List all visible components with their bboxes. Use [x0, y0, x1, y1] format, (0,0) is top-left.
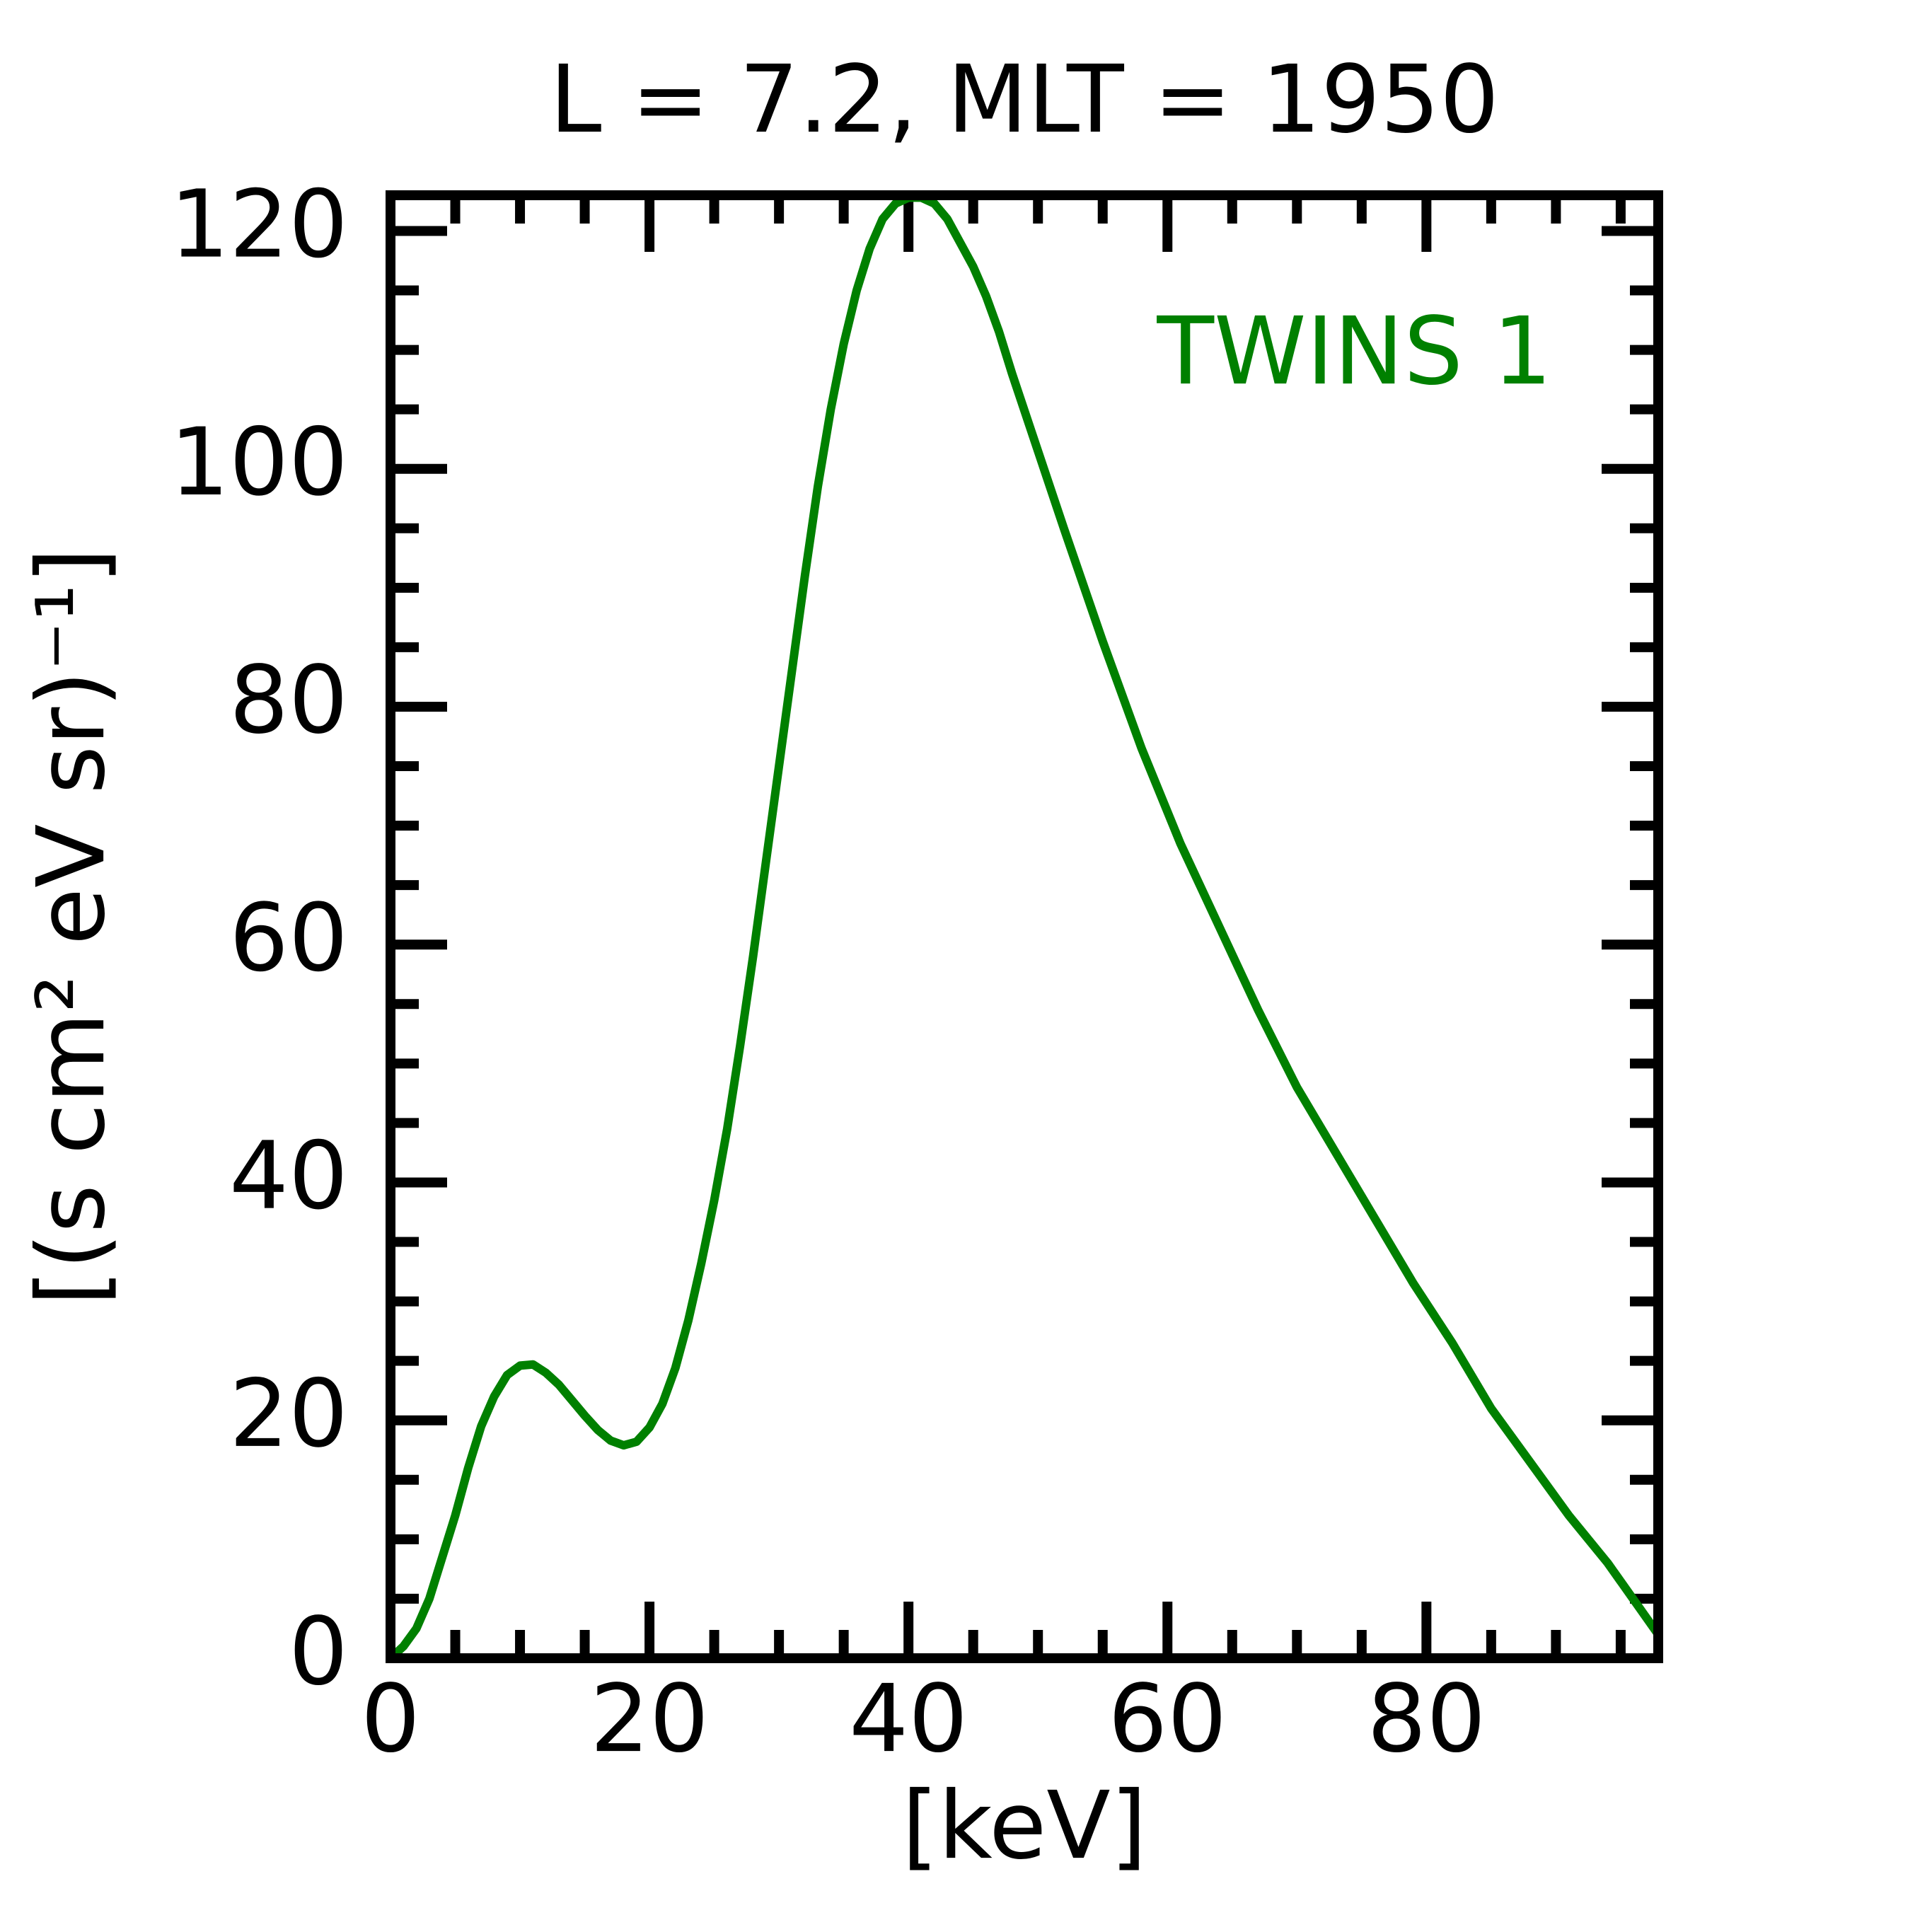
- chart-title: L = 7.2, MLT = 1950: [550, 45, 1499, 154]
- plot-frame: [386, 190, 1663, 1663]
- y-axis-label: [(s cm² eV sr)⁻¹]: [17, 548, 126, 1306]
- y-tick-label: 0: [289, 1597, 348, 1706]
- x-tick-label: 40: [849, 1665, 968, 1774]
- y-tick-label: 80: [229, 646, 348, 755]
- legend-label: TWINS 1: [1156, 297, 1552, 406]
- y-tick-label: 40: [229, 1122, 348, 1231]
- x-axis-label: [keV]: [902, 1771, 1147, 1880]
- y-tick-label: 60: [229, 884, 348, 993]
- x-tick-label: 0: [361, 1665, 420, 1774]
- x-tick-label: 60: [1108, 1665, 1227, 1774]
- data-line: [387, 193, 1662, 1662]
- y-tick-label: 20: [229, 1360, 348, 1469]
- y-tick-label: 100: [170, 408, 348, 517]
- x-tick-label: 80: [1367, 1665, 1486, 1774]
- x-tick-label: 20: [590, 1665, 709, 1774]
- y-tick-label: 120: [170, 170, 348, 279]
